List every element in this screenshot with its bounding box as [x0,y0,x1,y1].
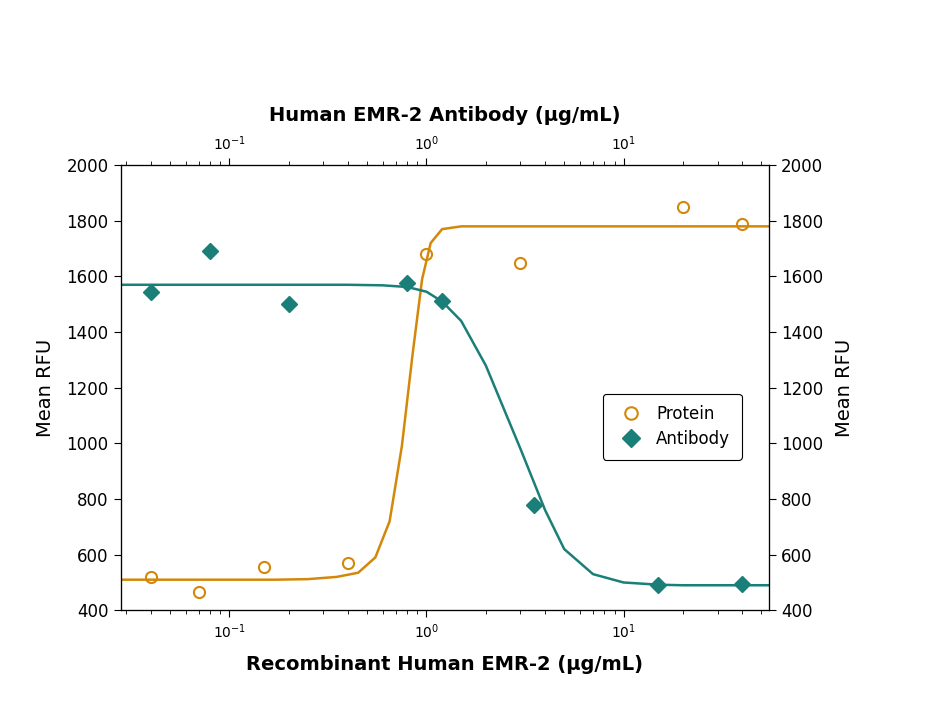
Y-axis label: Mean RFU: Mean RFU [36,339,56,437]
X-axis label: Recombinant Human EMR-2 (μg/mL): Recombinant Human EMR-2 (μg/mL) [247,655,643,673]
Legend: Protein, Antibody: Protein, Antibody [603,393,742,460]
X-axis label: Human EMR-2 Antibody (μg/mL): Human EMR-2 Antibody (μg/mL) [269,106,621,125]
Y-axis label: Mean RFU: Mean RFU [834,339,854,437]
